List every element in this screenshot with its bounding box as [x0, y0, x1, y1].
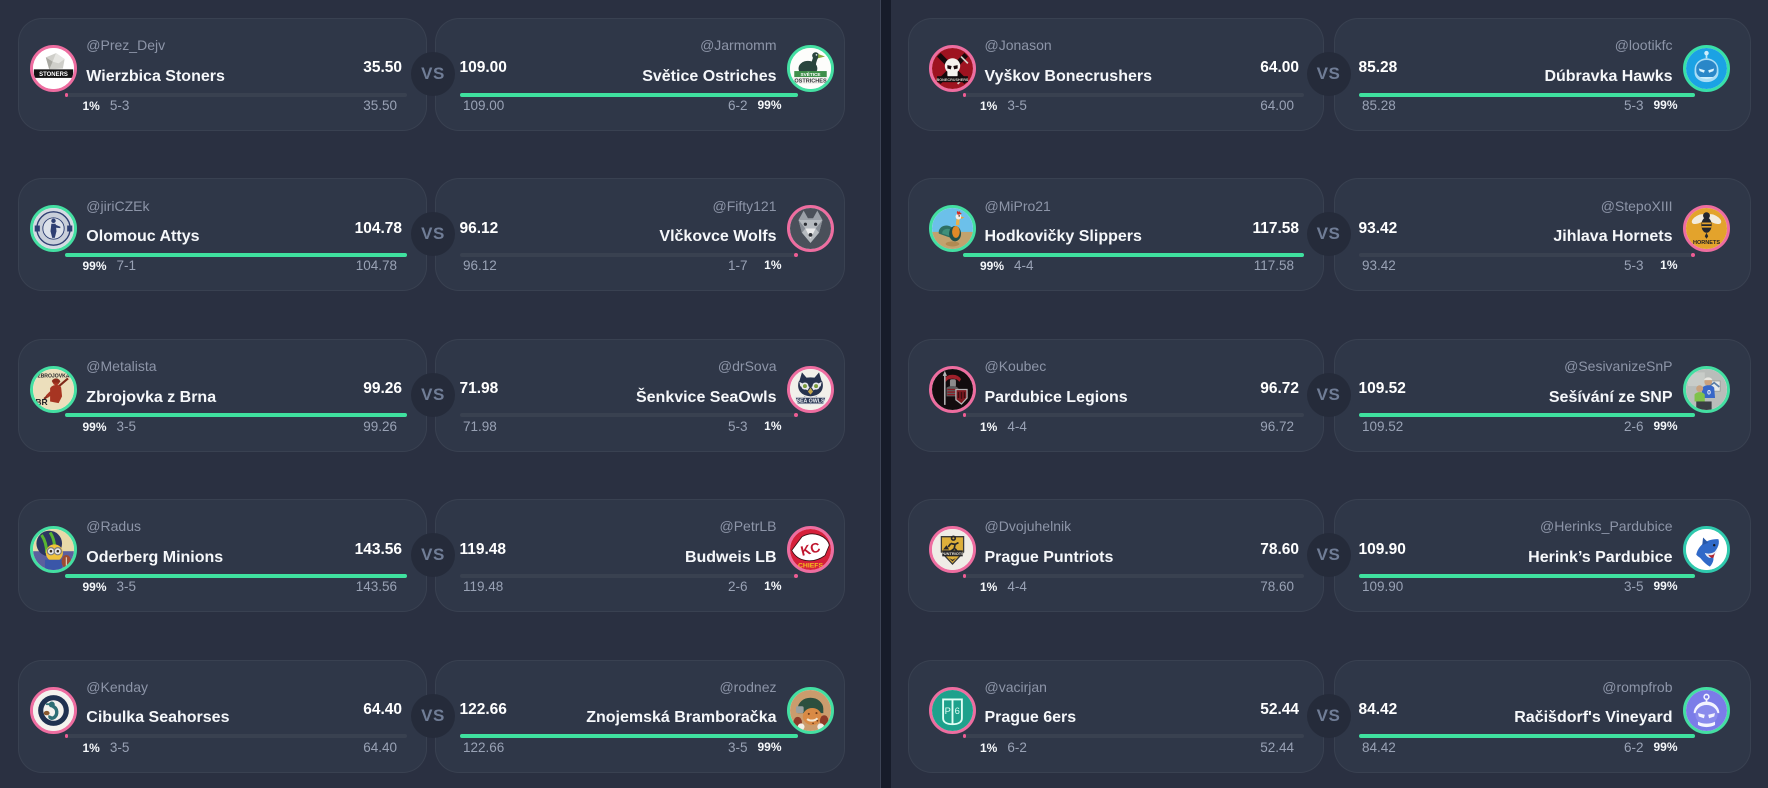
svg-text:ZBROJOVKA: ZBROJOVKA	[37, 373, 69, 379]
svg-text:CHIEFS: CHIEFS	[798, 563, 823, 570]
svg-text:STONERS: STONERS	[39, 72, 68, 78]
svg-text:SEA OWLS: SEA OWLS	[797, 399, 825, 405]
svg-text:0: 0	[1707, 389, 1711, 396]
svg-text:BR: BR	[35, 397, 47, 407]
svg-text:SVĚTICE: SVĚTICE	[800, 70, 820, 77]
svg-text:BONECRUSHERS: BONECRUSHERS	[937, 78, 969, 82]
svg-text:P: P	[945, 704, 951, 715]
svg-text:OSTRICHES: OSTRICHES	[794, 79, 827, 85]
svg-text:PUNTRIOTS: PUNTRIOTS	[941, 551, 964, 556]
svg-text:KC: KC	[799, 540, 822, 559]
svg-text:6: 6	[955, 704, 960, 715]
svg-text:HORNETS: HORNETS	[1693, 240, 1720, 246]
